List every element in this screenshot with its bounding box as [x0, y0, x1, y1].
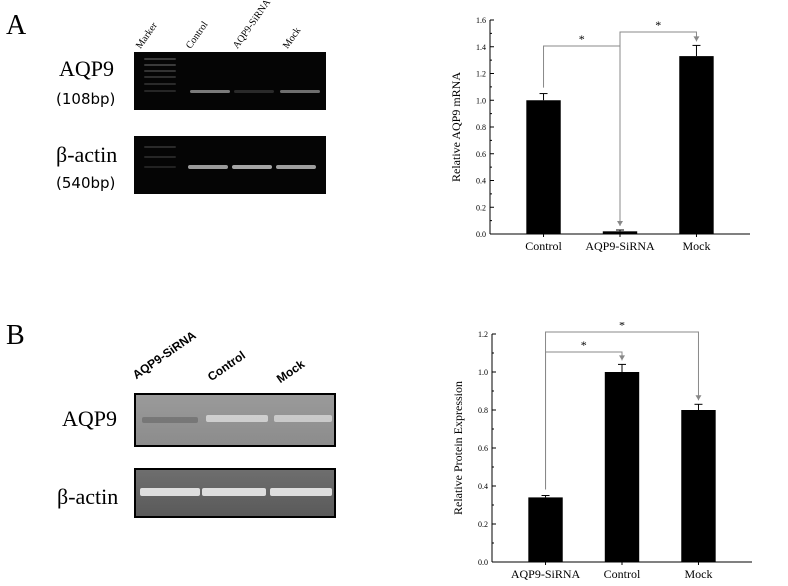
marker-band: [144, 90, 176, 92]
blot-band-control: [202, 488, 266, 496]
lane-label-aqp9-sirna: AQP9-SiRNA: [129, 328, 199, 382]
y-tick-label: 0.6: [478, 444, 488, 453]
x-tick-label: Control: [525, 239, 562, 253]
blot-band-aqp9-sirna: [140, 488, 200, 496]
y-axis-label: Relative AQP9 mRNA: [449, 72, 463, 182]
gel-label-aqp9: AQP9: [59, 56, 115, 81]
y-tick-label: 1.2: [476, 70, 486, 79]
blot-label-aqp9: AQP9: [62, 406, 118, 431]
x-tick-label: AQP9-SiRNA: [585, 239, 655, 253]
blot-band-mock: [274, 415, 332, 422]
y-tick-label: 0.0: [478, 558, 488, 567]
lane-label-control: Control: [204, 348, 248, 384]
y-tick-label: 1.4: [476, 43, 486, 52]
marker-band: [144, 76, 176, 78]
significance-label: *: [619, 322, 625, 332]
gel-label-b-actin: β-actin: [56, 142, 118, 167]
lane-label-mock: Mock: [280, 25, 304, 51]
marker-band: [144, 146, 176, 148]
significance-arrow: [619, 355, 625, 361]
gel-band-aqp9-sirna: [232, 165, 272, 169]
bar-control: [526, 100, 561, 234]
panel-b-letter: B: [6, 320, 25, 351]
marker-band: [144, 58, 176, 60]
bar-mock: [681, 410, 716, 562]
y-tick-label: 0.8: [476, 123, 486, 132]
marker-band: [144, 166, 176, 168]
blot-b-actin: [134, 468, 336, 518]
lane-label-control: Control: [183, 19, 211, 51]
significance-bracket: [545, 331, 699, 490]
significance-arrow: [693, 36, 700, 42]
significance-label: *: [581, 338, 587, 352]
bar-control: [604, 372, 640, 562]
marker-band: [144, 64, 176, 66]
marker-band: [144, 70, 176, 72]
bar-aqp9-sirna: [602, 231, 638, 234]
marker-band: [144, 83, 176, 85]
y-tick-label: 0.2: [476, 203, 486, 212]
y-axis-label: Relative Protein Expression: [451, 381, 465, 515]
gel-size-aqp9: (108bp): [56, 90, 116, 108]
y-tick-label: 1.0: [476, 96, 486, 105]
y-tick-label: 0.8: [478, 406, 488, 415]
y-tick-label: 0.4: [478, 482, 488, 491]
bar-aqp9-sirna: [528, 497, 563, 562]
marker-band: [144, 156, 176, 158]
chart-relative-aqp9-mrna: 0.0 0.2 0.4 0.6 0.8 1.0 1.2 1.4 1.6 Relative AQP9…: [449, 16, 750, 253]
gel-aqp9: [134, 52, 326, 110]
significance-arrow: [695, 395, 702, 401]
y-tick-label: 0.0: [476, 230, 486, 239]
gel-band-control: [188, 165, 228, 169]
y-tick-label: 0.2: [478, 520, 488, 529]
panel-a-letter: A: [6, 10, 27, 41]
gel-b-actin: [134, 136, 326, 194]
bar-mock: [679, 56, 714, 234]
y-tick-label: 0.6: [476, 150, 486, 159]
gel-band-mock: [280, 90, 320, 93]
lane-label-marker: Marker: [133, 20, 160, 51]
gel-band-control: [190, 90, 230, 93]
blot-aqp9: [134, 393, 336, 447]
gel-size-b-actin: (540bp): [56, 174, 116, 192]
significance-label: *: [655, 18, 661, 32]
y-tick-label: 1.2: [478, 330, 488, 339]
x-tick-label: Mock: [682, 239, 710, 253]
gel-band-aqp9-sirna: [234, 90, 274, 93]
lane-label-aqp9-sirna: AQP9-SiRNA: [230, 0, 274, 52]
chart-relative-protein-expression: 0.0 0.2 0.4 0.6 0.8 1.0 1.2 Relative Protein Ex…: [451, 322, 752, 581]
blot-band-mock: [270, 488, 332, 496]
significance-label: *: [579, 32, 585, 46]
blot-band-aqp9-sirna: [142, 417, 198, 423]
y-tick-label: 0.4: [476, 177, 486, 186]
blot-label-b-actin: β-actin: [57, 484, 119, 509]
blot-band-control: [206, 415, 268, 422]
y-tick-label: 1.0: [478, 368, 488, 377]
x-tick-label: Control: [604, 567, 641, 581]
x-tick-label: AQP9-SiRNA: [511, 567, 581, 581]
gel-band-mock: [276, 165, 316, 169]
y-tick-label: 1.6: [476, 16, 486, 25]
lane-label-mock: Mock: [273, 356, 308, 386]
x-tick-label: Mock: [684, 567, 712, 581]
